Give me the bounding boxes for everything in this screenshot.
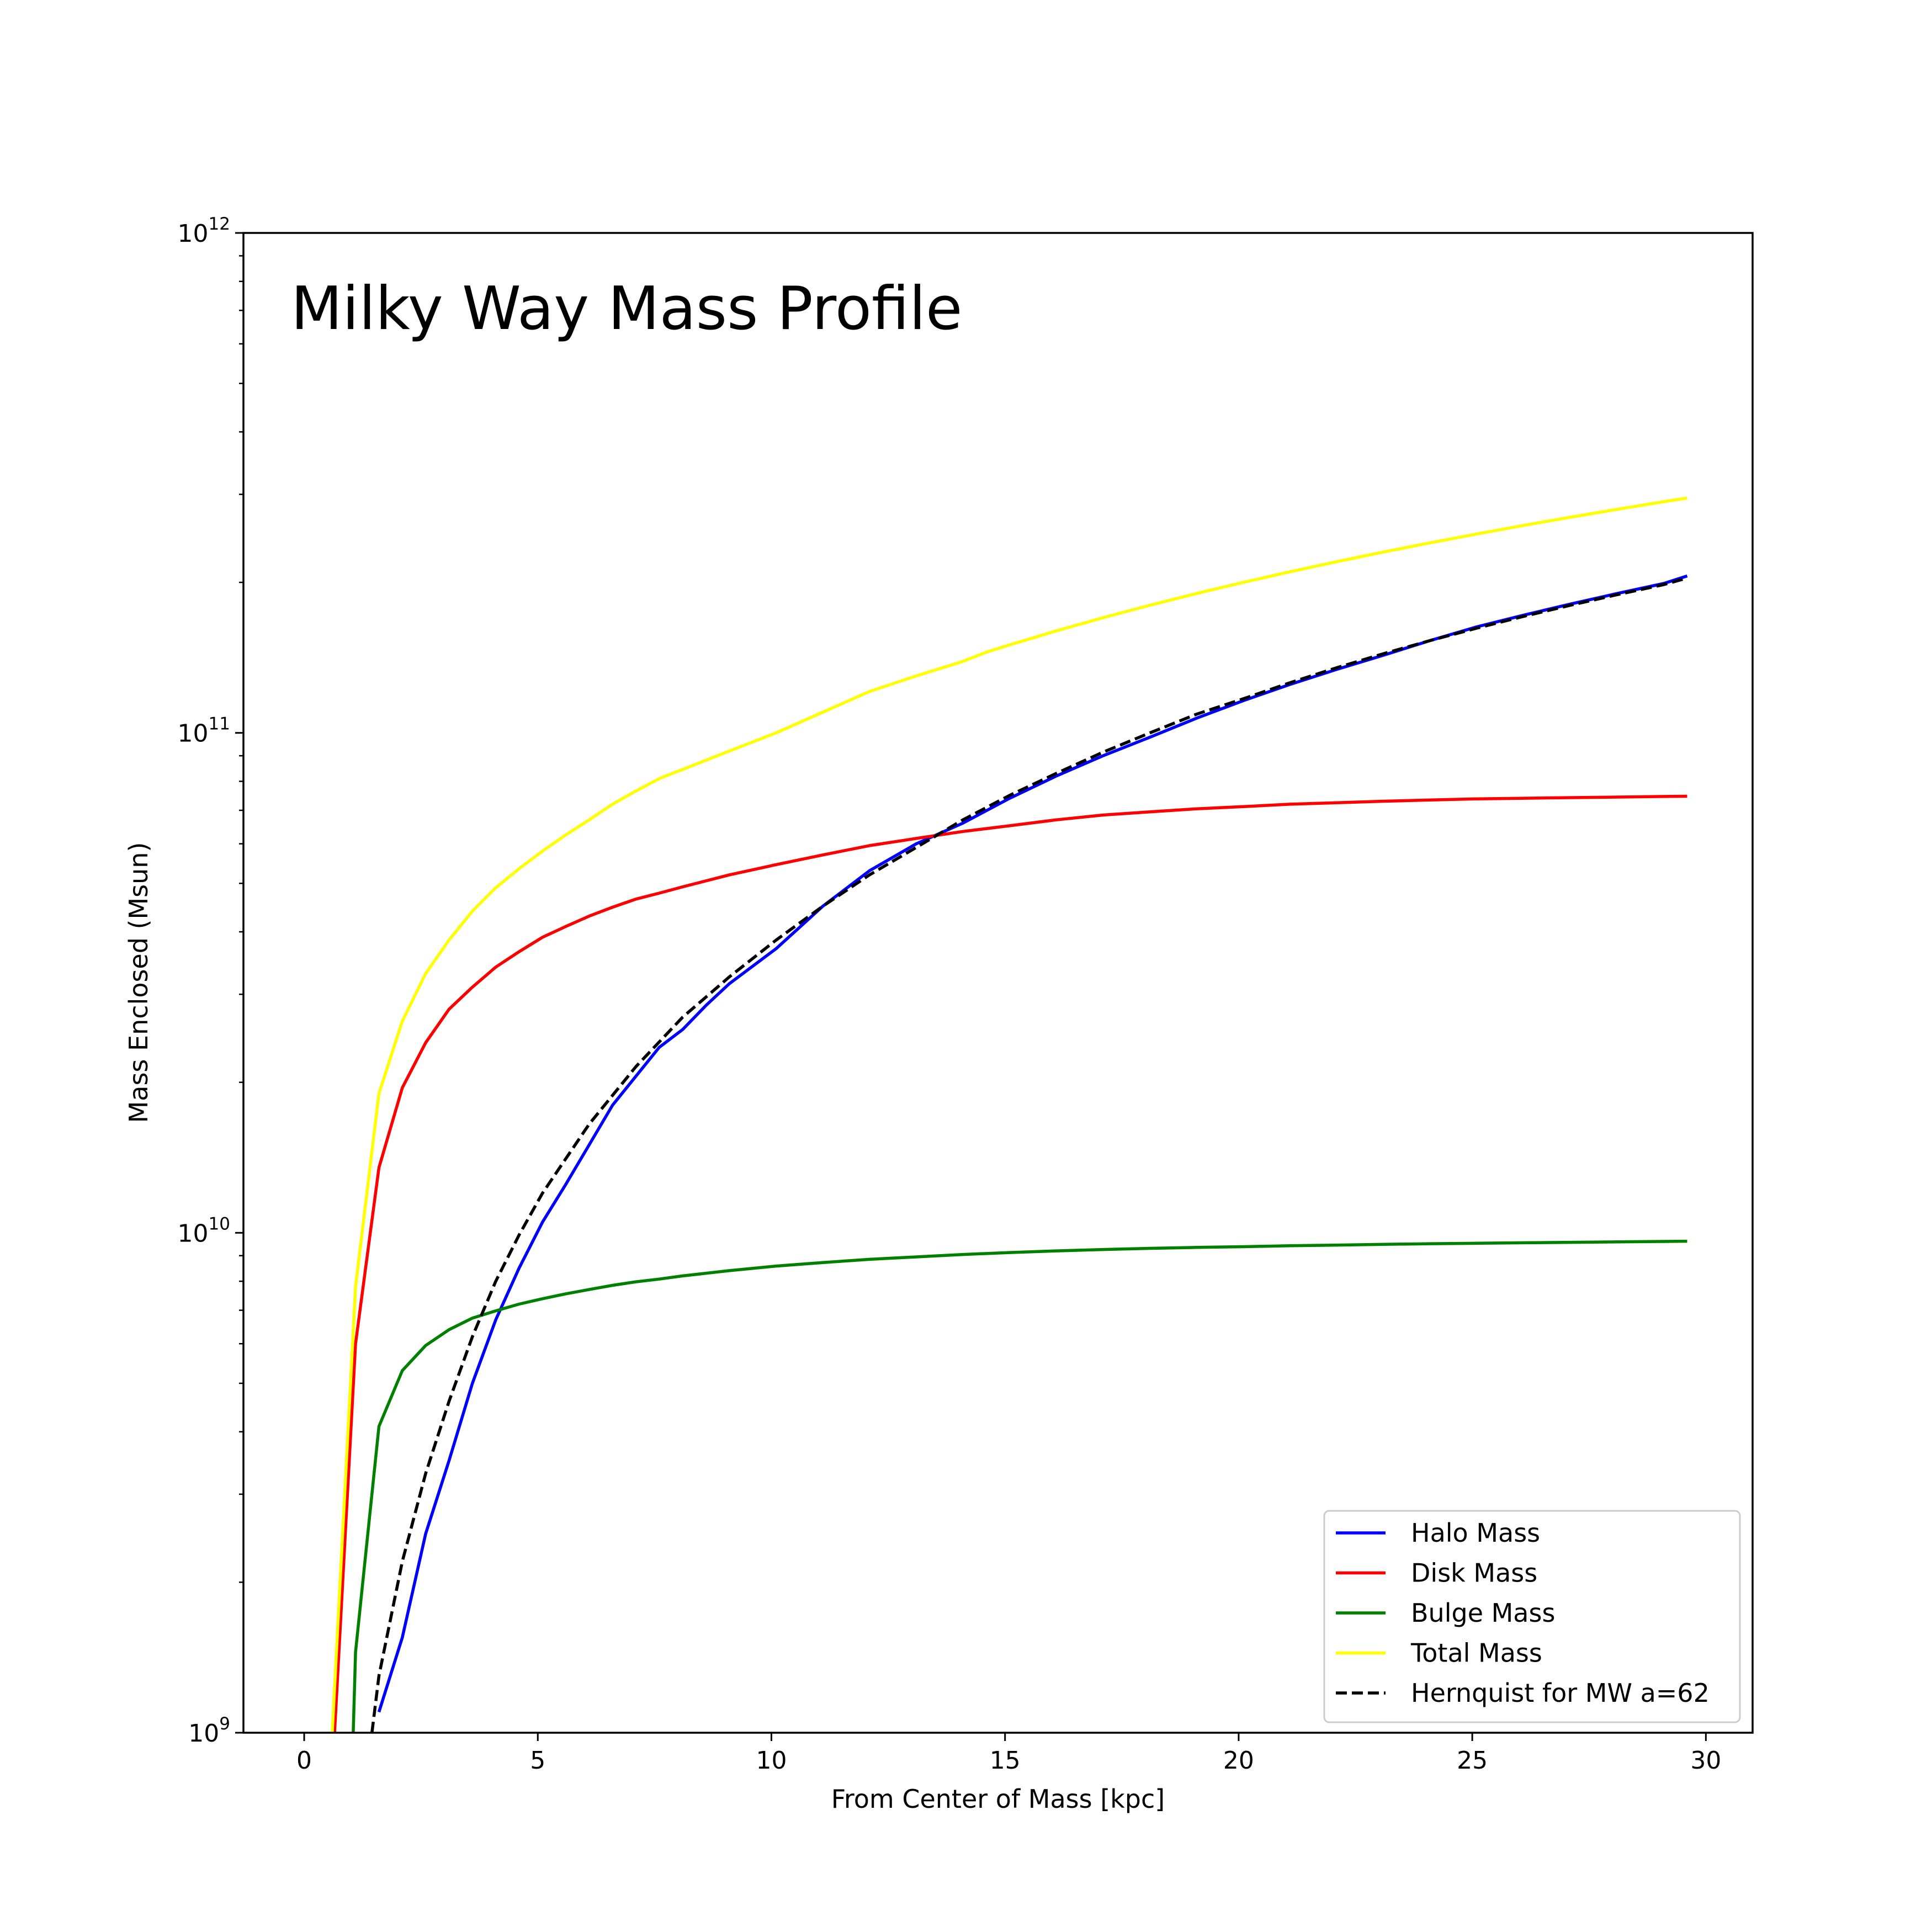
y-tick-label: 1010: [178, 1214, 230, 1248]
x-tick-label: 10: [756, 1747, 787, 1775]
legend-label-3: Total Mass: [1410, 1638, 1542, 1668]
y-tick-label: 1012: [178, 214, 230, 248]
x-tick-label: 20: [1223, 1747, 1254, 1775]
x-axis: 0 5 10 15 20 25 30: [296, 1733, 1721, 1775]
series-line-2: [352, 1239, 1687, 1733]
series-line-1: [333, 794, 1687, 1733]
plot-frame: [242, 232, 1754, 1734]
legend-label-1: Disk Mass: [1411, 1558, 1537, 1588]
legend-label-2: Bulge Mass: [1411, 1598, 1555, 1628]
legend-box: [1323, 1510, 1741, 1723]
series-line-0: [377, 574, 1688, 1713]
series-line-3: [331, 496, 1687, 1733]
legend-label-4: Hernquist for MW a=62: [1411, 1678, 1710, 1708]
x-tick-label: 5: [530, 1747, 545, 1775]
y-axis: 109 1010 1011 1012: [178, 214, 243, 1748]
x-tick-label: 30: [1690, 1747, 1721, 1775]
x-axis-label: From Center of Mass [kpc]: [831, 1784, 1165, 1814]
x-tick-label: 15: [990, 1747, 1021, 1775]
y-axis-label: Mass Enclosed (Msun): [124, 842, 153, 1123]
x-tick-label: 0: [296, 1747, 312, 1775]
legend: Halo Mass Disk Mass Bulge Mass Total Mass He…: [1323, 1510, 1741, 1723]
series-line-4: [370, 576, 1688, 1733]
x-tick-label: 25: [1457, 1747, 1488, 1775]
chart-title: Milky Way Mass Profile: [291, 274, 962, 343]
y-tick-label: 1011: [178, 714, 230, 748]
legend-label-0: Halo Mass: [1411, 1518, 1540, 1548]
series-layer: [331, 496, 1688, 1733]
y-tick-label: 109: [188, 1714, 230, 1748]
